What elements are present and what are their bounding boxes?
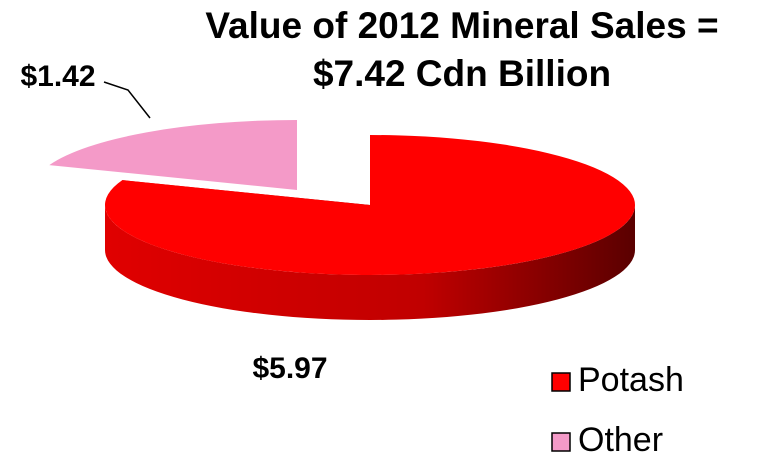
pie-slice — [49, 120, 297, 190]
chart-title: Value of 2012 Mineral Sales = — [205, 5, 718, 46]
slice-wall — [105, 205, 635, 320]
data-label: $1.42 — [20, 60, 95, 93]
chart-title: $7.42 Cdn Billion — [313, 53, 611, 94]
legend-label: Other — [578, 421, 663, 459]
leader-line — [103, 81, 151, 119]
pie-slice — [104, 135, 635, 275]
legend-swatch — [551, 372, 571, 392]
legend-swatch — [551, 432, 571, 452]
data-label: $5.97 — [252, 352, 327, 385]
legend-label: Potash — [578, 361, 684, 399]
